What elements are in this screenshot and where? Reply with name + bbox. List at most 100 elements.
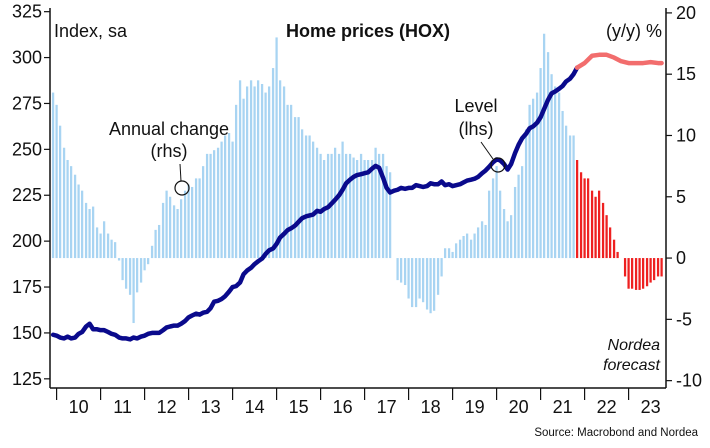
left-tick-label: 325	[12, 2, 42, 22]
annual-change-bar	[561, 110, 564, 259]
annual-change-bar	[172, 205, 176, 259]
annual-change-bar	[201, 166, 205, 259]
annual-change-bar	[84, 202, 88, 259]
annual-change-bar	[517, 174, 520, 259]
left-tick-label: 250	[12, 139, 42, 159]
annual-change-bar	[176, 209, 179, 259]
annual-change-marker	[174, 180, 190, 196]
annual-change-bar	[546, 52, 550, 259]
x-tick-label: 20	[509, 397, 529, 417]
annual-change-bar	[289, 104, 293, 259]
annual-change-bar	[451, 251, 454, 259]
annual-change-bar	[568, 135, 572, 259]
annual-change-bar	[484, 224, 487, 259]
annual-change-bar	[187, 184, 190, 259]
annual-change-bar	[344, 153, 348, 259]
left-tick-label: 125	[12, 369, 42, 389]
forecast-change-bar	[627, 258, 630, 289]
left-tick-label: 225	[12, 185, 42, 205]
annual-change-bar	[396, 258, 399, 281]
annual-change-bar	[124, 258, 128, 289]
annual-change-bar	[117, 258, 121, 261]
annual-change-bar	[278, 80, 282, 259]
annual-change-bar	[231, 141, 234, 259]
annual-change-bar	[311, 141, 315, 259]
annual-change-bar	[62, 147, 66, 259]
annual-change-bar	[520, 166, 524, 259]
annual-change-bar	[458, 239, 462, 259]
annual-change-bar	[319, 153, 322, 259]
forecast-change-bar	[612, 239, 616, 259]
annual-change-bar	[249, 80, 253, 259]
annual-change-bar	[132, 258, 135, 324]
annual-change-bar	[487, 190, 491, 259]
right-axis-label: (y/y) %	[606, 21, 662, 41]
annual-change-bar	[432, 258, 436, 311]
annual-change-bar	[223, 135, 227, 259]
annual-change-bar	[502, 209, 506, 259]
left-tick-label: 200	[12, 231, 42, 251]
annual-change-bar	[355, 160, 359, 259]
annual-change-bar	[146, 258, 150, 265]
annual-change-bar	[341, 141, 344, 259]
annual-change-bar	[293, 117, 297, 259]
annual-change-bar	[304, 135, 308, 259]
annual-change-label: Annual change	[109, 119, 229, 139]
annual-change-bar	[308, 135, 311, 259]
level-pointer	[480, 141, 494, 160]
annual-change-bar	[282, 86, 286, 259]
annual-change-bar	[366, 160, 370, 259]
annual-change-bar	[55, 104, 58, 259]
forecast-change-bar	[630, 258, 634, 289]
annual-change-bar	[528, 104, 531, 259]
annual-change-bar	[399, 258, 403, 283]
annual-change-bar	[572, 135, 575, 259]
annual-change-bar	[513, 186, 517, 259]
right-tick-label: -5	[676, 309, 692, 329]
right-tick-label: 15	[676, 64, 696, 84]
annual-change-bar	[363, 160, 366, 259]
annual-change-bars	[51, 33, 663, 324]
forecast-change-bar	[652, 258, 656, 281]
left-axis-label: Index, sa	[54, 21, 128, 41]
forecast-change-bar	[641, 258, 645, 289]
annual-change-bar	[179, 199, 183, 259]
right-tick-label: -10	[676, 371, 702, 391]
x-tick-label: 11	[113, 397, 132, 417]
annual-change-bar	[183, 190, 187, 259]
annual-change-bar	[407, 258, 410, 299]
annual-change-bar	[377, 153, 381, 259]
level-line	[50, 65, 580, 342]
forecast-change-bar	[594, 196, 597, 259]
left-axis-ticks: 125 150 175 200 225 250 275 300 325	[12, 2, 50, 389]
annual-change-bar	[414, 258, 418, 308]
x-tick-label: 21	[553, 397, 573, 417]
x-tick-label: 23	[641, 397, 661, 417]
forecast-change-bar	[660, 258, 663, 277]
annual-change-bar	[128, 258, 132, 295]
annual-change-bar	[168, 196, 172, 259]
x-tick-label: 18	[421, 397, 441, 417]
annual-change-bar	[165, 190, 168, 259]
annual-change-bar	[161, 202, 165, 259]
annual-change-bar	[113, 242, 117, 259]
level-forecast-line	[574, 52, 664, 70]
annual-change-bar	[95, 227, 99, 259]
x-tick-label: 17	[377, 397, 397, 417]
forecast-change-bar	[649, 258, 652, 283]
annual-change-bar	[370, 160, 374, 259]
annual-change-bar	[495, 166, 498, 259]
annual-change-bar	[403, 258, 407, 286]
annual-change-bar	[190, 186, 194, 259]
annual-change-bar	[509, 215, 513, 259]
forecast-change-bar	[656, 258, 660, 277]
annual-change-bar	[135, 258, 139, 293]
annual-change-bar	[352, 157, 355, 259]
annual-change-bar	[205, 153, 209, 259]
annual-change-bar	[253, 86, 256, 259]
annual-change-bar	[51, 92, 55, 259]
annual-change-bar	[491, 178, 495, 259]
annual-change-bar	[77, 184, 80, 259]
annual-change-bar	[99, 233, 102, 259]
